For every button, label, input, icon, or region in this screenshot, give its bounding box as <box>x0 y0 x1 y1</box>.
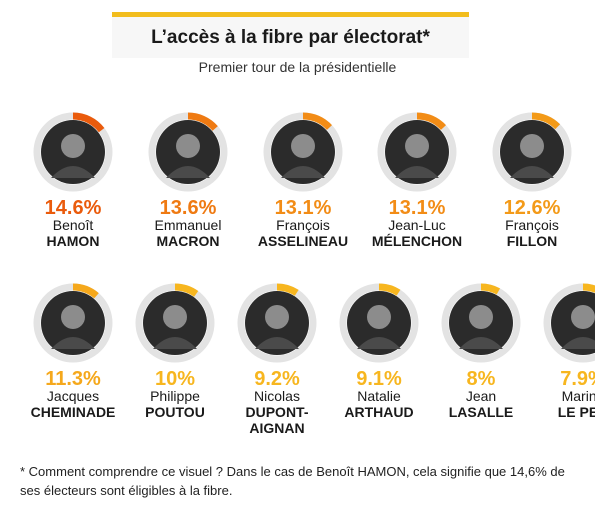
fibre-ring <box>237 283 317 363</box>
candidate-last-name: ARTHAUD <box>328 404 430 420</box>
portrait-head <box>520 134 544 158</box>
title-banner: L’accès à la fibre par électorat* <box>112 12 469 58</box>
fibre-ring <box>33 283 113 363</box>
candidate-last-name: LE PEN <box>532 404 595 420</box>
fibre-ring <box>543 283 595 363</box>
candidate-card: 9.1% Natalie ARTHAUD <box>328 283 430 420</box>
chart-subtitle: Premier tour de la présidentielle <box>0 59 595 75</box>
candidate-first-name: Benoît <box>18 218 128 233</box>
percentage-label: 11.3% <box>22 369 124 389</box>
candidate-last-name: DUPONT- AIGNAN <box>226 404 328 436</box>
candidate-last-name: FILLON <box>477 233 587 249</box>
candidate-card: 13.6% Emmanuel MACRON <box>133 112 243 249</box>
candidate-last-name: MACRON <box>133 233 243 249</box>
portrait-head <box>367 305 391 329</box>
percentage-label: 9.1% <box>328 369 430 389</box>
portrait-head <box>61 134 85 158</box>
fibre-ring <box>377 112 457 192</box>
candidate-first-name: Philippe <box>124 389 226 404</box>
fibre-ring <box>148 112 228 192</box>
candidate-last-name: ASSELINEAU <box>248 233 358 249</box>
candidate-first-name: François <box>248 218 358 233</box>
portrait-head <box>265 305 289 329</box>
portrait-head <box>61 305 85 329</box>
percentage-label: 10% <box>124 369 226 389</box>
candidate-card: 12.6% François FILLON <box>477 112 587 249</box>
candidate-first-name: Emmanuel <box>133 218 243 233</box>
fibre-ring <box>135 283 215 363</box>
portrait-head <box>176 134 200 158</box>
candidate-card: 8% Jean LASALLE <box>430 283 532 420</box>
candidate-card: 14.6% Benoît HAMON <box>18 112 128 249</box>
candidate-first-name: Natalie <box>328 389 430 404</box>
candidate-first-name: Marine <box>532 389 595 404</box>
candidate-first-name: Jacques <box>22 389 124 404</box>
candidate-card: 9.2% Nicolas DUPONT- AIGNAN <box>226 283 328 436</box>
portrait-head <box>291 134 315 158</box>
portrait-head <box>405 134 429 158</box>
portrait-head <box>571 305 595 329</box>
fibre-ring <box>492 112 572 192</box>
candidate-last-name: LASALLE <box>430 404 532 420</box>
candidate-first-name: Jean-Luc <box>362 218 472 233</box>
fibre-ring <box>441 283 521 363</box>
portrait-head <box>469 305 493 329</box>
fibre-ring <box>33 112 113 192</box>
percentage-label: 13.1% <box>248 198 358 218</box>
percentage-label: 13.1% <box>362 198 472 218</box>
candidate-last-name: POUTOU <box>124 404 226 420</box>
candidate-card: 13.1% Jean-Luc MÉLENCHON <box>362 112 472 249</box>
chart-title: L’accès à la fibre par électorat* <box>112 27 469 49</box>
percentage-label: 8% <box>430 369 532 389</box>
candidate-card: 13.1% François ASSELINEAU <box>248 112 358 249</box>
candidate-last-name: MÉLENCHON <box>362 233 472 249</box>
candidate-last-name: CHEMINADE <box>22 404 124 420</box>
percentage-label: 13.6% <box>133 198 243 218</box>
percentage-label: 14.6% <box>18 198 128 218</box>
footnote: * Comment comprendre ce visuel ? Dans le… <box>20 462 580 500</box>
percentage-label: 7.9% <box>532 369 595 389</box>
percentage-label: 12.6% <box>477 198 587 218</box>
fibre-ring <box>339 283 419 363</box>
candidate-card: 7.9%MarineLE PEN <box>532 283 595 420</box>
candidate-first-name: Nicolas <box>226 389 328 404</box>
percentage-label: 9.2% <box>226 369 328 389</box>
candidate-first-name: Jean <box>430 389 532 404</box>
candidate-first-name: François <box>477 218 587 233</box>
candidate-card: 10% Philippe POUTOU <box>124 283 226 420</box>
portrait-head <box>163 305 187 329</box>
fibre-ring <box>263 112 343 192</box>
candidate-card: 11.3% Jacques CHEMINADE <box>22 283 124 420</box>
candidate-last-name: HAMON <box>18 233 128 249</box>
